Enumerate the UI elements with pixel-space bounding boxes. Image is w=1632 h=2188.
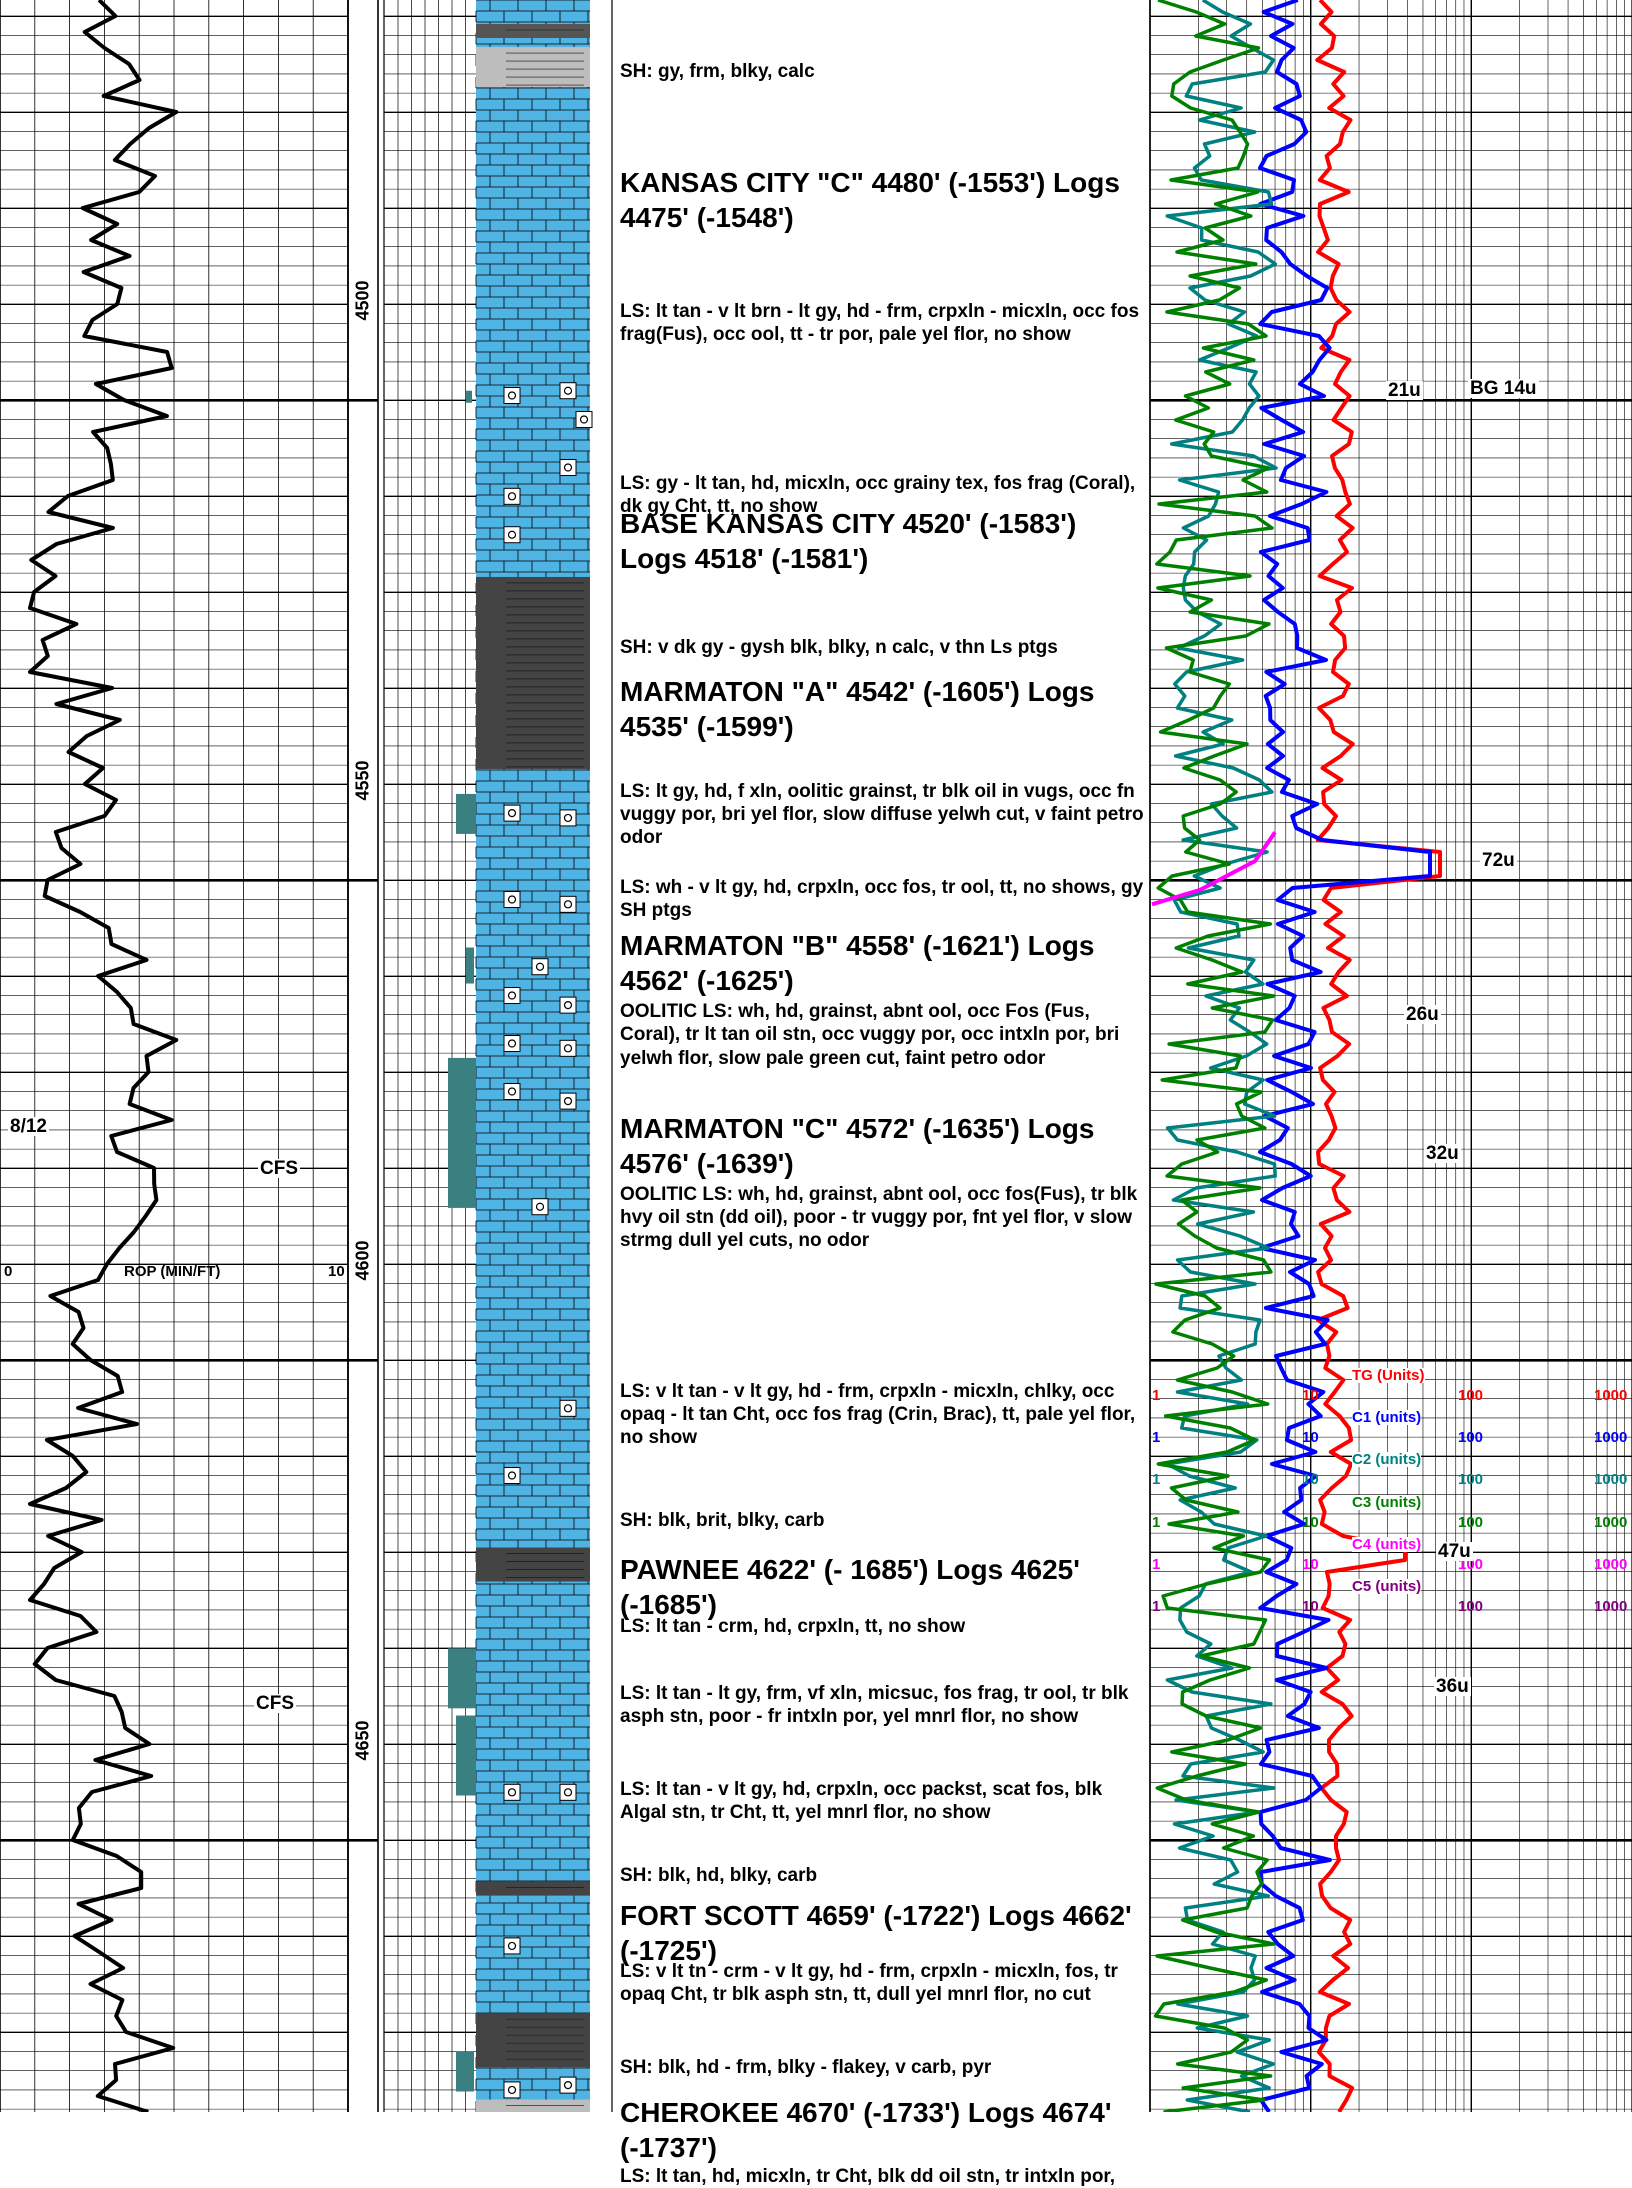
gas-legend-label: C2 (units)	[1352, 1451, 1422, 1469]
rop-scale-min: 0	[4, 1263, 13, 1280]
depth-track-grid	[347, 0, 476, 2112]
gas-legend-label: TG (Units)	[1352, 1367, 1425, 1384]
lithology-description: LS: v lt tan - v lt gy, hd - frm, crpxln…	[620, 1380, 1136, 1448]
lithology-description: OOLITIC LS: wh, hd, grainst, abnt ool, o…	[620, 1183, 1138, 1252]
gas-scale-tick: 100	[1458, 1429, 1484, 1447]
formation-top: PAWNEE 4622' (- 1685') Logs 4625' (-1685…	[620, 1554, 1080, 1621]
rop-label-cfs-1: CFS	[258, 1158, 300, 1179]
depth-marker-4600: 4600	[352, 1240, 374, 1281]
lithology-description: SH: blk, brit, blky, carb	[620, 1510, 825, 1532]
gas-scale-tick: 1	[1152, 1471, 1161, 1489]
gas-scale-tick: 100	[1458, 1471, 1484, 1489]
gas-scale-tick: 100	[1458, 1598, 1484, 1616]
gas-scale-tick: 1000	[1594, 1429, 1628, 1447]
gas-annotation: 47u	[1436, 1541, 1473, 1563]
gas-legend-label: C5 (units)	[1352, 1578, 1422, 1596]
gas-curves	[1151, 0, 1442, 2112]
rop-label-bit: 8/12	[8, 1116, 49, 1137]
gas-scale-tick: 100	[1458, 1513, 1484, 1531]
gas-scale-tick: 1	[1152, 1555, 1161, 1573]
rop-track-grid	[0, 0, 349, 2112]
rop-scale-max: 10	[328, 1263, 345, 1280]
lithology-description: SH: blk, hd - frm, blky - flakey, v carb…	[620, 2057, 992, 2079]
gas-annotation: 26u	[1404, 1003, 1441, 1025]
formation-top: MARMATON "B" 4558' (-1621') Logs 4562' (…	[620, 930, 1095, 997]
gas-annotation: 21u	[1386, 379, 1423, 401]
lithology-description: LS: lt tan - v lt brn - lt gy, hd - frm,…	[620, 300, 1140, 345]
formation-top: KANSAS CITY "C" 4480' (-1553') Logs 4475…	[620, 167, 1120, 234]
gas-scale-tick: 10	[1302, 1555, 1319, 1573]
lithology-description: LS: v lt tn - crm - v lt gy, hd - frm, c…	[620, 1961, 1118, 2006]
formation-top: MARMATON "C" 4572' (-1635') Logs 4576' (…	[620, 1112, 1095, 1179]
gas-annotation: 32u	[1424, 1142, 1461, 1164]
gas-scale-tick: 1	[1152, 1513, 1161, 1531]
gas-legend-label: C3 (units)	[1352, 1493, 1422, 1511]
lithology-description: OOLITIC LS: wh, hd, grainst, abnt ool, o…	[620, 1001, 1120, 1069]
formation-top: CHEROKEE 4670' (-1733') Logs 4674' (-173…	[620, 2096, 1112, 2163]
lithology-description: LS: lt gy, hd, f xln, oolitic grainst, t…	[620, 780, 1144, 848]
gas-scale-tick: 1000	[1594, 1513, 1628, 1531]
lithology-description: LS: lt tan - crm, hd, crpxln, tt, no sho…	[620, 1615, 966, 1637]
gas-scale-tick: 1000	[1594, 1471, 1628, 1489]
gas-annotation: 36u	[1434, 1675, 1471, 1697]
gas-scale-tick: 10	[1302, 1471, 1319, 1489]
rop-label-cfs-2: CFS	[254, 1693, 296, 1714]
formation-top: FORT SCOTT 4659' (-1722') Logs 4662' (-1…	[620, 1899, 1132, 1966]
rop-scale-label: ROP (MIN/FT)	[124, 1263, 221, 1280]
gas-legend-label: C4 (units)	[1352, 1535, 1422, 1553]
lithology-description: SH: gy, frm, blky, calc	[620, 60, 815, 82]
lithology-description: LS: gy - lt tan, hd, micxln, occ grainy …	[620, 473, 1136, 518]
gas-scale-tick: 1000	[1594, 1555, 1628, 1573]
lithology-description: LS: wh - v lt gy, hd, crpxln, occ fos, t…	[620, 876, 1144, 921]
gas-scale-tick: 1	[1152, 1429, 1161, 1447]
depth-marker-4650: 4650	[352, 1720, 374, 1761]
formation-top: BASE KANSAS CITY 4520' (-1583') Logs 451…	[620, 507, 1077, 574]
depth-marker-4500: 4500	[352, 280, 374, 321]
gas-scale-tick: 10	[1302, 1387, 1319, 1404]
gas-annotation: 72u	[1480, 850, 1517, 872]
mud-log-sheet	[0, 0, 1632, 2112]
lithology-description: LS: lt tan - v lt gy, hd, crpxln, occ pa…	[620, 1778, 1103, 1824]
gas-scale-tick: 10	[1302, 1429, 1319, 1447]
formation-top: MARMATON "A" 4542' (-1605') Logs 4535' (…	[620, 675, 1095, 742]
gas-scale-tick: 1000	[1594, 1387, 1628, 1404]
gas-legend-label: C1 (units)	[1352, 1409, 1422, 1427]
rop-curve	[28, 0, 179, 2112]
gas-scale-tick: 1000	[1594, 1598, 1628, 1616]
gas-scale-tick: 100	[1458, 1387, 1484, 1404]
lithology-description: SH: v dk gy - gysh blk, blky, n calc, v …	[620, 636, 1058, 658]
lithology-description: LS: lt tan, hd, micxln, tr Cht, blk dd o…	[620, 2165, 1116, 2187]
lithology-description: SH: blk, hd, blky, carb	[620, 1865, 818, 1887]
gas-scale-tick: 10	[1302, 1513, 1319, 1531]
lithology-column	[448, 0, 613, 2112]
gas-scale-tick: 1	[1152, 1387, 1161, 1404]
depth-marker-4550: 4550	[352, 760, 374, 801]
gas-scale-tick: 10	[1302, 1598, 1319, 1616]
gas-scale-tick: 1	[1152, 1598, 1161, 1616]
gas-annotation: BG 14u	[1468, 377, 1539, 399]
lithology-description: LS: lt tan - lt gy, frm, vf xln, micsuc,…	[620, 1682, 1129, 1728]
